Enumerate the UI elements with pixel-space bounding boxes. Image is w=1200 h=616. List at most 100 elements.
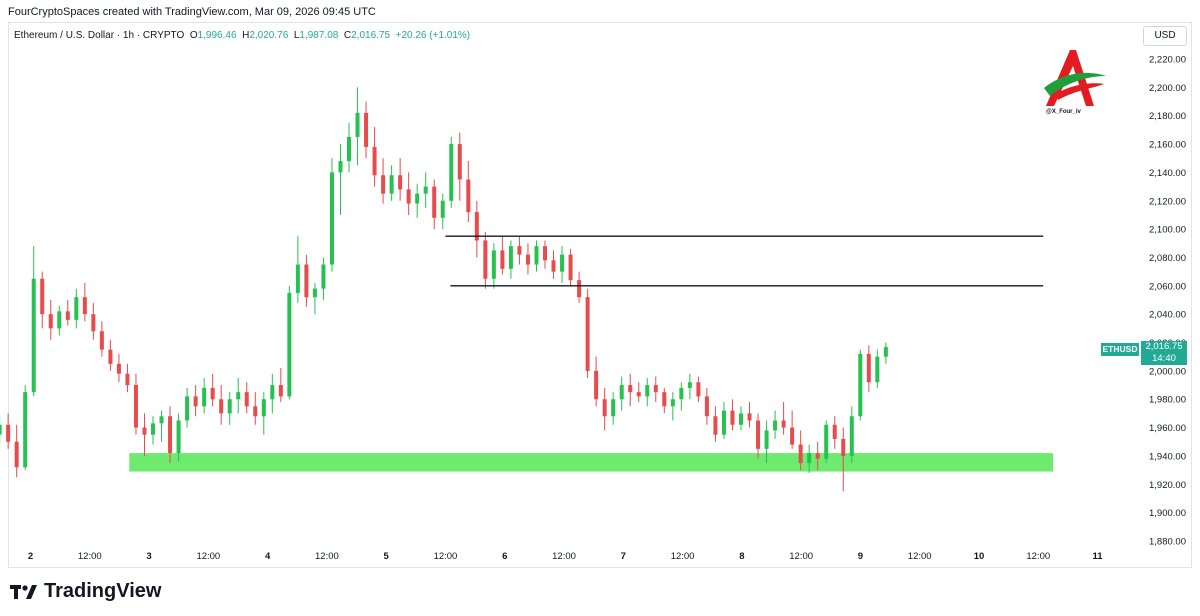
- candle-body: [193, 396, 198, 407]
- candle: [74, 288, 79, 329]
- x-tick-label: 10: [974, 551, 985, 562]
- high-value: 2,020.76: [249, 30, 289, 41]
- candle-body: [807, 453, 812, 464]
- candle-body: [815, 453, 820, 459]
- candle-body: [381, 175, 386, 194]
- logo-watermark-icon: [1044, 50, 1106, 106]
- candle: [815, 441, 820, 471]
- candle: [253, 392, 258, 425]
- candle: [474, 200, 479, 258]
- candle-body: [278, 385, 283, 397]
- currency-selector[interactable]: USD: [1143, 26, 1187, 46]
- candle-body: [312, 288, 317, 298]
- candle: [560, 246, 565, 283]
- candle: [142, 413, 147, 456]
- candle-body: [687, 382, 692, 388]
- candle-body: [534, 246, 539, 265]
- candle-body: [824, 424, 829, 459]
- x-tick-label: 11: [1093, 551, 1104, 562]
- candle: [713, 406, 718, 442]
- y-tick-label: 1,940.00: [1149, 451, 1186, 462]
- candle-body: [875, 356, 880, 383]
- candle: [202, 377, 207, 414]
- candle-body: [738, 413, 743, 425]
- y-tick-label: 2,160.00: [1149, 140, 1186, 151]
- candle: [261, 392, 266, 435]
- candle: [738, 406, 743, 431]
- candles: [0, 87, 888, 492]
- tradingview-logo[interactable]: TradingView: [10, 580, 161, 603]
- candle: [159, 410, 164, 442]
- candle: [364, 101, 369, 159]
- candle-body: [142, 427, 147, 435]
- candle-body: [560, 254, 565, 272]
- candle-body: [628, 385, 633, 393]
- candle-body: [653, 385, 658, 393]
- candle-body: [466, 179, 471, 213]
- candle-body: [713, 416, 718, 435]
- candle: [321, 257, 326, 300]
- chart-caption: FourCryptoSpaces created with TradingVie…: [8, 6, 376, 18]
- candle-body: [662, 392, 667, 407]
- candle: [168, 406, 173, 464]
- candle-body: [679, 387, 684, 400]
- candle: [440, 193, 445, 230]
- candle: [721, 402, 726, 439]
- candle-body: [31, 278, 36, 393]
- candle-body: [108, 349, 113, 364]
- y-tick-label: 1,880.00: [1149, 537, 1186, 548]
- candle: [372, 127, 377, 187]
- candle-body: [474, 212, 479, 241]
- candle: [82, 282, 87, 322]
- candle-body: [321, 264, 326, 289]
- candle-body: [304, 264, 309, 298]
- candle: [841, 427, 846, 492]
- x-tick-label: 12:00: [671, 551, 695, 562]
- candle-body: [236, 392, 241, 400]
- x-tick-label: 12:00: [552, 551, 576, 562]
- y-tick-label: 2,040.00: [1149, 310, 1186, 321]
- candle: [543, 240, 548, 269]
- candle: [6, 413, 11, 449]
- x-tick-label: 12:00: [78, 551, 102, 562]
- x-tick-label: 9: [858, 551, 863, 562]
- candle-body: [65, 311, 70, 320]
- candle: [807, 444, 812, 473]
- symbol-legend[interactable]: Ethereum / U.S. Dollar · 1h · CRYPTO O1,…: [14, 30, 470, 41]
- tradingview-wordmark: TradingView: [44, 580, 162, 602]
- candle: [151, 416, 156, 445]
- price-axis: 1,880.00 1,900.00 1,920.00 1,940.00 1,960.00…: [1149, 55, 1186, 548]
- candle-body: [372, 146, 377, 176]
- y-tick-label: 1,980.00: [1149, 395, 1186, 406]
- candle: [23, 385, 28, 471]
- candle: [525, 243, 530, 275]
- close-value: 2,016.75: [351, 30, 391, 41]
- candle-body: [568, 254, 573, 281]
- candle-body: [270, 385, 275, 400]
- x-tick-label: 12:00: [315, 551, 339, 562]
- y-tick-label: 2,140.00: [1149, 168, 1186, 179]
- change-value: +20.26 (+1.01%): [395, 30, 471, 41]
- candle: [329, 158, 334, 272]
- candle: [619, 376, 624, 411]
- candle: [415, 183, 420, 218]
- candle-body: [48, 314, 53, 329]
- candle-body: [168, 416, 173, 454]
- candle-body: [577, 280, 582, 298]
- candle: [849, 406, 854, 464]
- candle-body: [159, 416, 164, 424]
- candle: [636, 382, 641, 403]
- candle: [577, 271, 582, 303]
- candle-body: [670, 399, 675, 407]
- candle: [491, 243, 496, 289]
- candle: [338, 144, 343, 215]
- candle-body: [406, 189, 411, 204]
- candle-body: [645, 385, 650, 397]
- candle-body: [730, 410, 735, 425]
- tradingview-logo-icon: [10, 584, 37, 599]
- candle: [611, 392, 616, 425]
- candle-body: [253, 406, 258, 417]
- candle-body: [764, 430, 769, 449]
- candle: [236, 377, 241, 414]
